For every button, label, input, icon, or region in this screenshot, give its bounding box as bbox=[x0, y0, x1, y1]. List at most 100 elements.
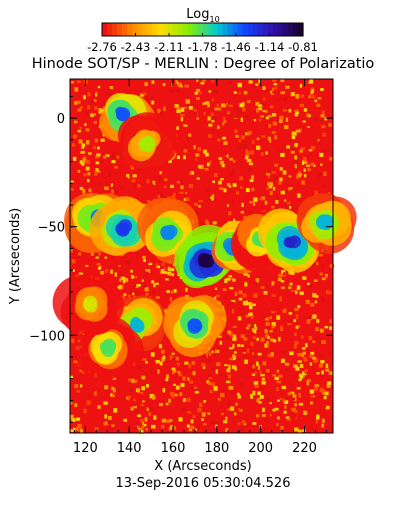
heatmap-cell bbox=[214, 107, 219, 111]
heatmap-cell bbox=[208, 377, 213, 380]
heatmap-cell bbox=[198, 205, 201, 208]
heatmap-cell bbox=[294, 164, 297, 169]
heatmap-cell bbox=[75, 256, 81, 259]
heatmap-cell bbox=[176, 181, 180, 184]
heatmap-cell bbox=[185, 197, 190, 201]
heatmap-cell bbox=[153, 415, 157, 420]
heatmap-cell bbox=[205, 152, 209, 157]
heatmap-cell bbox=[141, 425, 145, 429]
heatmap-cell bbox=[161, 418, 167, 423]
heatmap-cell bbox=[231, 199, 235, 203]
heatmap-cell bbox=[210, 196, 214, 201]
heatmap-cell bbox=[80, 428, 84, 434]
heatmap-cell bbox=[166, 374, 169, 379]
heatmap-cell bbox=[294, 155, 297, 160]
heatmap-cell bbox=[321, 124, 326, 129]
heatmap-cell bbox=[192, 167, 195, 170]
heatmap-cell bbox=[70, 402, 73, 405]
heatmap-cell bbox=[329, 156, 333, 161]
heatmap-cell bbox=[206, 380, 209, 384]
heatmap-cell bbox=[190, 171, 195, 175]
heatmap-cell bbox=[296, 387, 301, 390]
heatmap-cell bbox=[290, 92, 295, 97]
heatmap-cell bbox=[231, 300, 236, 303]
heatmap-cell bbox=[244, 282, 248, 287]
heatmap-cell bbox=[288, 319, 293, 323]
heatmap-cell bbox=[250, 394, 253, 397]
heatmap-cell bbox=[302, 347, 306, 350]
heatmap-cell bbox=[324, 325, 329, 329]
heatmap-cell bbox=[249, 312, 253, 316]
heatmap-cell bbox=[196, 88, 200, 92]
heatmap-cell bbox=[209, 160, 212, 165]
heatmap-cell bbox=[190, 419, 194, 424]
heatmap-cell bbox=[290, 272, 295, 275]
heatmap-cell bbox=[108, 89, 112, 94]
heatmap-cell bbox=[148, 412, 151, 417]
heatmap-cell bbox=[250, 342, 254, 347]
heatmap-cell bbox=[162, 388, 166, 393]
heatmap-cell bbox=[233, 91, 237, 94]
heatmap-cell bbox=[270, 352, 274, 357]
heatmap-cell bbox=[279, 118, 283, 124]
heatmap-cell bbox=[155, 296, 160, 299]
heatmap-cell bbox=[320, 88, 324, 91]
heatmap-cell bbox=[95, 92, 98, 97]
heatmap-cell bbox=[264, 417, 269, 422]
timestamp: 13-Sep-2016 05:30:04.526 bbox=[116, 476, 291, 491]
colorbar-gradient bbox=[102, 23, 304, 36]
heatmap-cell bbox=[298, 402, 304, 406]
heatmap-cell bbox=[258, 79, 262, 84]
heatmap-cell bbox=[223, 420, 228, 424]
heatmap-cell bbox=[271, 131, 276, 134]
heatmap-cell bbox=[232, 278, 236, 282]
heatmap-cell bbox=[180, 179, 184, 183]
heatmap-cell bbox=[158, 192, 163, 197]
heatmap-cell bbox=[191, 361, 196, 365]
heatmap-cell bbox=[71, 81, 75, 84]
heatmap-cell bbox=[214, 172, 218, 178]
heatmap-cell bbox=[307, 155, 310, 161]
heatmap-cell bbox=[299, 405, 302, 409]
heatmap-cell bbox=[276, 423, 279, 426]
heatmap-cell bbox=[206, 221, 210, 225]
heatmap-cell bbox=[260, 374, 265, 377]
heatmap-cell bbox=[211, 80, 214, 83]
heatmap-cell bbox=[196, 97, 201, 100]
heatmap-cell bbox=[326, 290, 329, 295]
heatmap-cell bbox=[302, 120, 306, 123]
heatmap-cell bbox=[258, 401, 262, 404]
heatmap-cell bbox=[267, 336, 270, 339]
heatmap-cell bbox=[94, 391, 97, 396]
heatmap-cell bbox=[259, 146, 262, 150]
heatmap-cell bbox=[153, 181, 156, 186]
heatmap-cell bbox=[94, 138, 99, 143]
heatmap-cell bbox=[300, 94, 305, 98]
heatmap-cell bbox=[297, 173, 302, 176]
heatmap-cell bbox=[261, 102, 266, 106]
heatmap-cell bbox=[201, 79, 206, 82]
heatmap-cell bbox=[256, 108, 259, 113]
heatmap-cell bbox=[293, 319, 297, 323]
heatmap-cell bbox=[253, 281, 257, 285]
heatmap-cell bbox=[142, 283, 147, 288]
heatmap-cell bbox=[110, 269, 113, 274]
heatmap-cell bbox=[85, 111, 89, 116]
heatmap-cell bbox=[157, 175, 161, 180]
heatmap-cell bbox=[327, 114, 331, 118]
heatmap-cell bbox=[95, 252, 99, 257]
heatmap-cell bbox=[239, 409, 243, 412]
heatmap-cell bbox=[278, 374, 283, 378]
heatmap-cell bbox=[81, 384, 85, 389]
heatmap-cell bbox=[303, 161, 308, 164]
heatmap-cell bbox=[165, 378, 169, 382]
heatmap-cell bbox=[96, 172, 101, 177]
heatmap-cell bbox=[85, 264, 89, 267]
heatmap-cell bbox=[161, 262, 165, 266]
heatmap-cell bbox=[72, 269, 75, 272]
heatmap-cell bbox=[321, 423, 324, 428]
heatmap-cell bbox=[157, 194, 161, 198]
heatmap-cell bbox=[151, 96, 155, 102]
plot-frame bbox=[69, 78, 334, 434]
heatmap-feature bbox=[145, 141, 154, 149]
